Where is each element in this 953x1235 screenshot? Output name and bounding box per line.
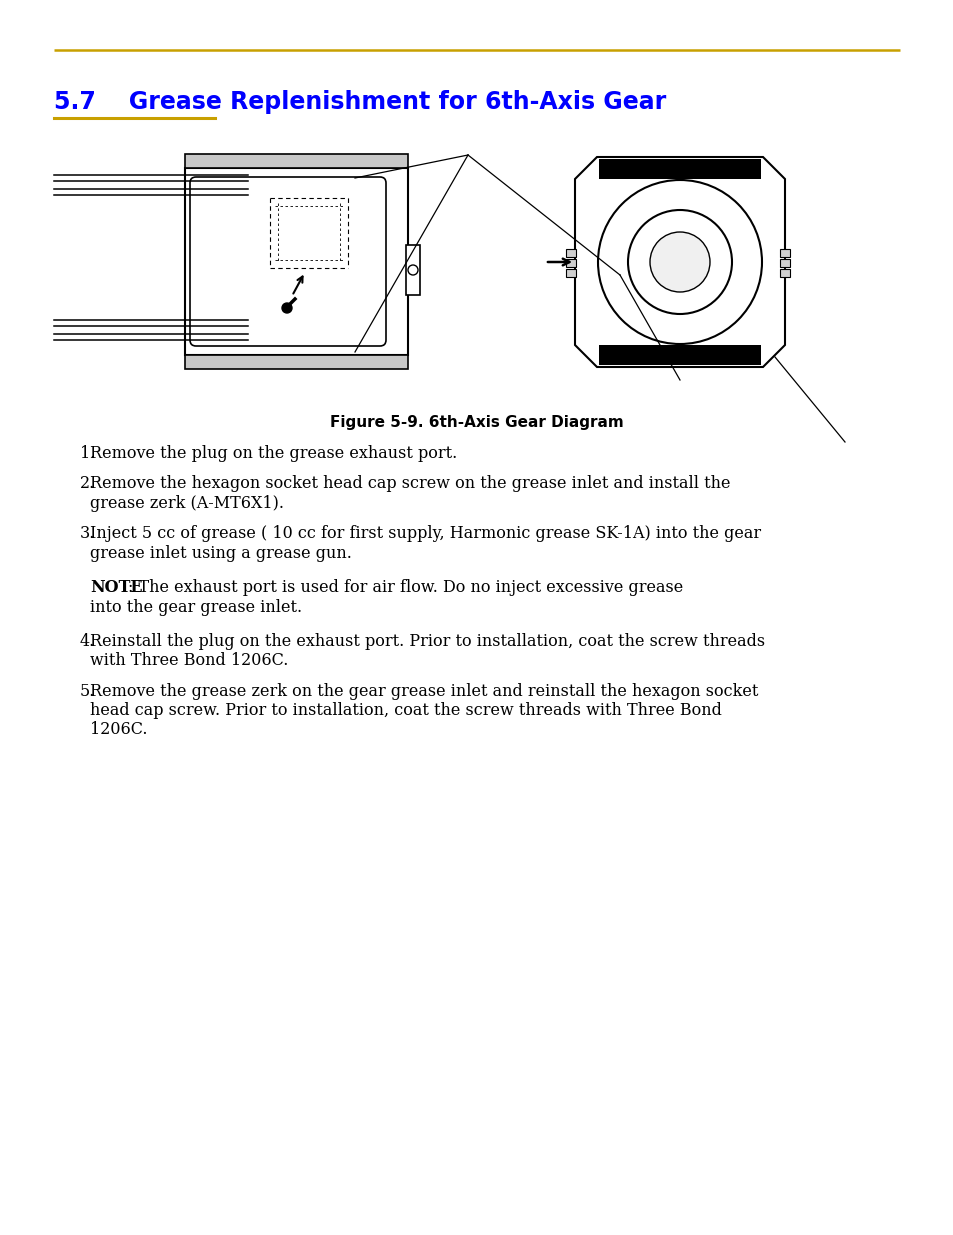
Text: Reinstall the plug on the exhaust port. Prior to installation, coat the screw th: Reinstall the plug on the exhaust port. … — [90, 632, 764, 650]
Text: with Three Bond 1206C.: with Three Bond 1206C. — [90, 652, 288, 669]
Text: grease inlet using a grease gun.: grease inlet using a grease gun. — [90, 545, 352, 562]
Bar — [565, 249, 576, 257]
Text: into the gear grease inlet.: into the gear grease inlet. — [90, 599, 302, 616]
Text: 1206C.: 1206C. — [90, 721, 148, 739]
Text: 1.: 1. — [80, 445, 95, 462]
Bar — [185, 154, 408, 168]
Bar — [185, 354, 408, 369]
Text: Remove the grease zerk on the gear grease inlet and reinstall the hexagon socket: Remove the grease zerk on the gear greas… — [90, 683, 758, 699]
Bar — [598, 345, 760, 366]
Circle shape — [598, 180, 761, 345]
Circle shape — [649, 232, 709, 291]
FancyBboxPatch shape — [190, 177, 386, 346]
Text: 4.: 4. — [80, 632, 95, 650]
Circle shape — [282, 303, 292, 312]
Bar — [565, 269, 576, 277]
Text: Remove the plug on the grease exhaust port.: Remove the plug on the grease exhaust po… — [90, 445, 456, 462]
Circle shape — [627, 210, 731, 314]
Bar — [598, 159, 760, 179]
Bar — [780, 249, 789, 257]
Text: NOTE: NOTE — [90, 579, 143, 597]
Bar — [780, 269, 789, 277]
Bar — [565, 259, 576, 267]
Text: 5.: 5. — [80, 683, 95, 699]
Text: : The exhaust port is used for air flow. Do no inject excessive grease: : The exhaust port is used for air flow.… — [128, 579, 682, 597]
Text: 5.7    Grease Replenishment for 6th-Axis Gear: 5.7 Grease Replenishment for 6th-Axis Ge… — [54, 90, 665, 114]
Polygon shape — [575, 157, 784, 367]
Text: 3.: 3. — [80, 526, 95, 542]
Text: grease zerk (A-MT6X1).: grease zerk (A-MT6X1). — [90, 495, 284, 513]
Text: head cap screw. Prior to installation, coat the screw threads with Three Bond: head cap screw. Prior to installation, c… — [90, 701, 721, 719]
Text: Inject 5 cc of grease ( 10 cc for first supply, Harmonic grease SK-1A) into the : Inject 5 cc of grease ( 10 cc for first … — [90, 526, 760, 542]
Text: Remove the hexagon socket head cap screw on the grease inlet and install the: Remove the hexagon socket head cap screw… — [90, 475, 730, 493]
Text: Figure 5-9. 6th-Axis Gear Diagram: Figure 5-9. 6th-Axis Gear Diagram — [330, 415, 623, 430]
Text: 2.: 2. — [80, 475, 95, 493]
Bar — [185, 168, 408, 354]
Circle shape — [408, 266, 417, 275]
Bar — [780, 259, 789, 267]
Bar — [406, 245, 419, 295]
